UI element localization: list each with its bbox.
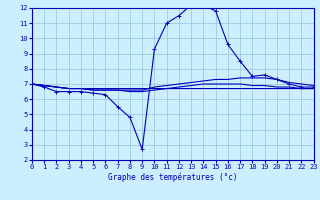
X-axis label: Graphe des températures (°c): Graphe des températures (°c) bbox=[108, 173, 237, 182]
